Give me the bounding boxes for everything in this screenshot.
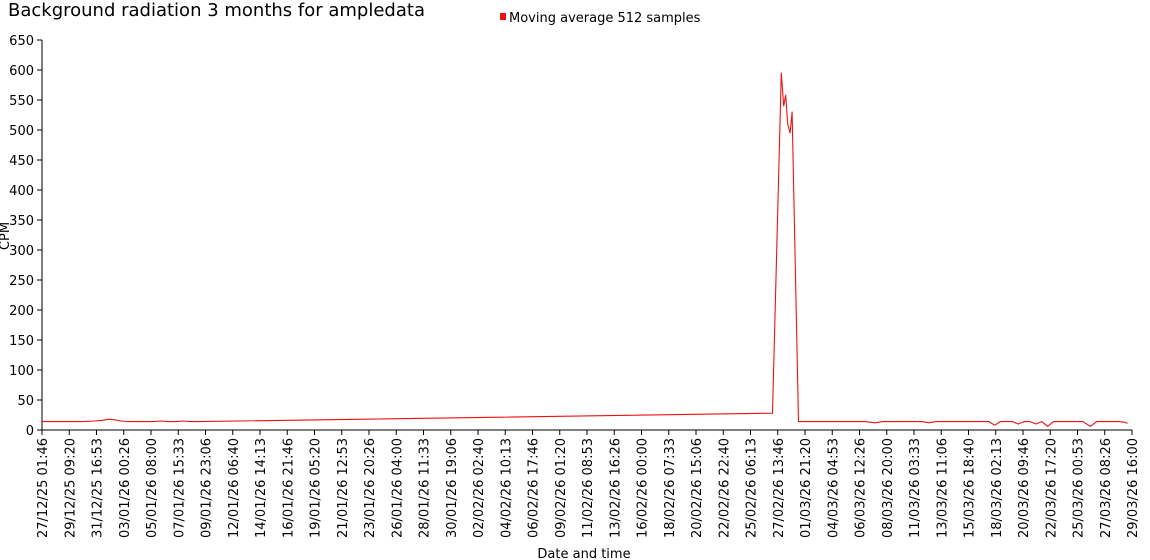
x-tick-label: 29/03/26 16:00	[1126, 438, 1141, 538]
x-tick-label: 11/02/26 08:53	[581, 438, 596, 538]
legend-swatch	[500, 13, 506, 20]
x-tick-label: 09/01/26 23:06	[200, 438, 215, 538]
x-tick-label: 05/01/26 08:00	[145, 438, 160, 538]
y-tick-label: 400	[9, 184, 34, 199]
x-tick-label: 06/03/26 12:26	[854, 438, 869, 538]
x-tick-label: 21/01/26 12:53	[336, 438, 351, 538]
x-tick-label: 18/02/26 07:33	[663, 438, 678, 538]
x-tick-label: 27/02/26 13:46	[772, 438, 787, 538]
x-tick-label: 13/03/26 11:06	[935, 438, 950, 538]
x-tick-label: 16/01/26 21:46	[281, 438, 296, 538]
y-tick-label: 350	[9, 214, 34, 229]
x-tick-label: 04/02/26 10:13	[499, 438, 514, 538]
x-tick-label: 22/03/26 17:20	[1044, 438, 1059, 538]
x-tick-label: 07/01/26 15:33	[172, 438, 187, 538]
x-tick-label: 23/01/26 20:26	[363, 438, 378, 538]
x-tick-label: 03/01/26 00:26	[118, 438, 133, 538]
legend: Moving average 512 samples	[500, 11, 701, 26]
x-tick-label: 08/03/26 20:00	[881, 438, 896, 538]
x-tick-label: 02/02/26 02:40	[472, 438, 487, 538]
x-tick-label: 01/03/26 21:20	[799, 438, 814, 538]
x-tick-label: 31/12/25 16:53	[91, 438, 106, 538]
x-tick-label: 16/02/26 00:00	[636, 438, 651, 538]
y-tick-label: 100	[9, 364, 34, 379]
series-group	[42, 72, 1128, 427]
x-axis: 27/12/25 01:46 29/12/25 09:20 31/12/25 16:…	[36, 429, 1141, 538]
x-tick-label: 27/03/26 08:26	[1099, 438, 1114, 538]
y-tick-label: 300	[9, 244, 34, 259]
x-tick-label: 26/01/26 04:00	[390, 438, 405, 538]
y-axis-label: CPM	[0, 222, 13, 250]
y-tick-label: 650	[9, 34, 34, 49]
x-tick-label: 15/03/26 18:40	[963, 438, 978, 538]
x-tick-label: 19/01/26 05:20	[309, 438, 324, 538]
x-tick-label: 11/03/26 03:33	[908, 438, 923, 538]
y-tick-label: 200	[9, 304, 34, 319]
x-tick-label: 27/12/25 01:46	[36, 438, 51, 538]
x-tick-label: 20/03/26 09:46	[1017, 438, 1032, 538]
y-tick-label: 50	[17, 394, 34, 409]
series-line	[42, 72, 1128, 427]
y-tick-label: 600	[9, 64, 34, 79]
x-axis-label: Date and time	[537, 547, 630, 560]
x-tick-label: 22/02/26 22:40	[717, 438, 732, 538]
x-tick-label: 13/02/26 16:26	[608, 438, 623, 538]
y-tick-label: 550	[9, 94, 34, 109]
y-tick-label: 500	[9, 124, 34, 139]
x-tick-label: 25/02/26 06:13	[745, 438, 760, 538]
x-tick-label: 29/12/25 09:20	[63, 438, 78, 538]
x-tick-label: 18/03/26 02:13	[990, 438, 1005, 538]
x-tick-label: 14/01/26 14:13	[254, 438, 269, 538]
x-tick-label: 28/01/26 11:33	[418, 438, 433, 538]
x-tick-label: 06/02/26 17:46	[527, 438, 542, 538]
y-tick-label: 0	[26, 424, 34, 439]
y-tick-label: 250	[9, 274, 34, 289]
y-tick-label: 150	[9, 334, 34, 349]
x-tick-label: 30/01/26 19:06	[445, 438, 460, 538]
x-tick-label: 04/03/26 04:53	[826, 438, 841, 538]
chart-title: Background radiation 3 months for ampled…	[8, 0, 425, 21]
y-axis: 0 50 100 150 200 250 300 350 400 450 500 550 600 650	[9, 34, 43, 439]
legend-label: Moving average 512 samples	[509, 11, 701, 26]
x-tick-label: 20/02/26 15:06	[690, 438, 705, 538]
x-tick-label: 25/03/26 00:53	[1072, 438, 1087, 538]
x-tick-label: 09/02/26 01:20	[554, 438, 569, 538]
x-tick-label: 12/01/26 06:40	[227, 438, 242, 538]
y-tick-label: 450	[9, 154, 34, 169]
